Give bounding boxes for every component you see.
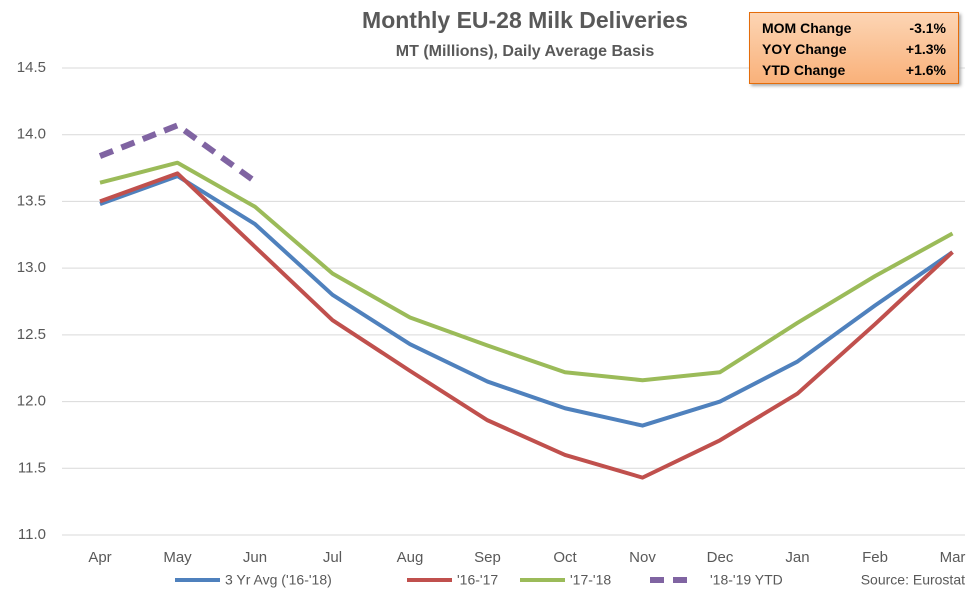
x-tick-label: Feb (862, 549, 888, 566)
legend-label: '16-'17 (457, 572, 498, 588)
info-label: MOM Change (762, 20, 852, 36)
x-tick-label: Mar (940, 549, 966, 566)
series-line (99, 171, 954, 480)
series-line (99, 160, 954, 383)
info-row: MOM Change -3.1% (762, 18, 946, 39)
y-tick-label: 13.0 (17, 259, 46, 276)
y-tick-label: 12.0 (17, 393, 46, 410)
y-tick-label: 12.5 (17, 326, 46, 343)
legend-label: '17-'18 (570, 572, 611, 588)
x-tick-label: Apr (88, 549, 111, 566)
y-tick-label: 11.0 (18, 526, 46, 543)
info-label: YOY Change (762, 41, 847, 57)
x-tick-label: May (163, 549, 192, 566)
x-tick-label: Aug (397, 549, 424, 566)
source: Source: Eurostat (861, 572, 965, 588)
y-tick-label: 14.0 (17, 126, 46, 143)
info-row: YTD Change +1.6% (762, 60, 946, 81)
series-line (98, 122, 257, 184)
y-tick-label: 14.5 (17, 59, 46, 76)
chart-subtitle: MT (Millions), Daily Average Basis (396, 43, 655, 60)
info-value: +1.3% (905, 41, 946, 57)
chart-title: Monthly EU-28 Milk Deliveries (362, 7, 688, 33)
y-tick-label: 11.5 (18, 459, 46, 476)
info-row: YOY Change +1.3% (762, 39, 946, 60)
y-tick-label: 13.5 (17, 192, 46, 209)
legend-label: 3 Yr Avg ('16-'18) (225, 572, 332, 588)
x-tick-label: Nov (629, 549, 656, 566)
x-tick-label: Oct (553, 549, 577, 566)
info-label: YTD Change (762, 62, 846, 78)
x-tick-label: Sep (474, 549, 501, 566)
info-box: MOM Change -3.1% YOY Change +1.3% YTD Change… (749, 12, 959, 84)
x-tick-label: Jun (243, 549, 267, 566)
legend-label: '18-'19 YTD (710, 572, 783, 588)
x-tick-label: Jul (323, 549, 342, 566)
x-tick-label: Jan (785, 549, 809, 566)
series-line (99, 174, 954, 428)
info-value: +1.6% (905, 62, 946, 78)
info-value: -3.1% (909, 20, 946, 36)
x-tick-label: Dec (707, 549, 734, 566)
